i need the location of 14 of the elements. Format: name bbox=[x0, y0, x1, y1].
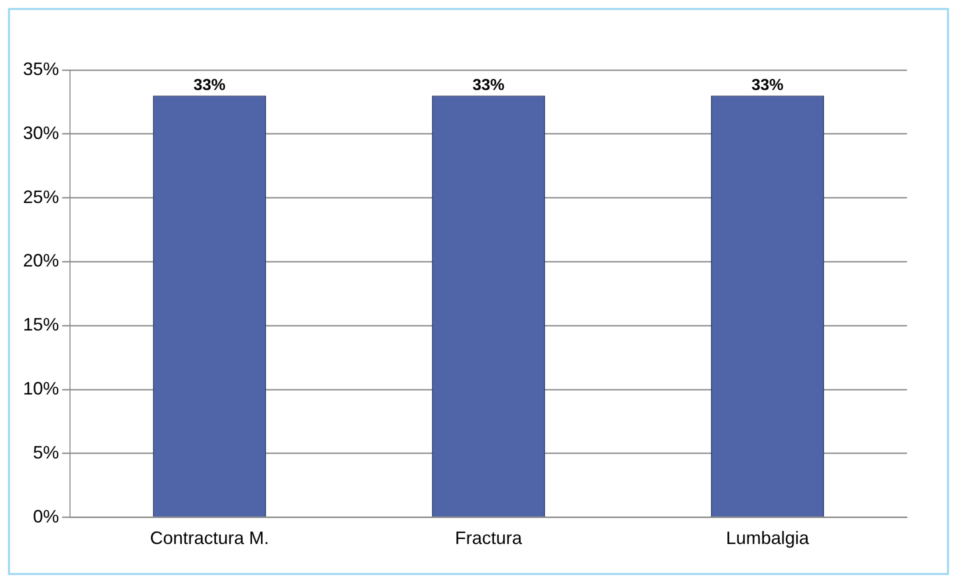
x-tick-label: Lumbalgia bbox=[726, 528, 810, 548]
data-label: 33% bbox=[751, 76, 784, 94]
x-tick-label: Fractura bbox=[455, 528, 524, 548]
y-tick-label: 30% bbox=[22, 122, 60, 143]
y-tick-label: 5% bbox=[33, 442, 60, 462]
data-label: 33% bbox=[472, 76, 505, 94]
y-tick-label: 25% bbox=[22, 186, 60, 207]
y-tick-label: 35% bbox=[22, 58, 60, 79]
y-tick-label: 10% bbox=[22, 378, 60, 399]
data-label: 33% bbox=[194, 76, 226, 94]
y-tick-label: 20% bbox=[22, 250, 60, 271]
x-tick-label: Contractura M. bbox=[150, 528, 270, 548]
y-tick-label: 15% bbox=[22, 314, 60, 335]
y-tick-label: 0% bbox=[33, 506, 60, 526]
